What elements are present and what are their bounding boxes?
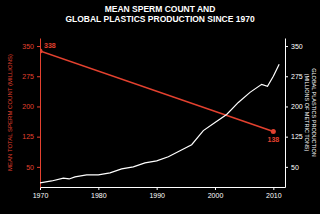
tick-label: 275 xyxy=(22,73,34,80)
line xyxy=(40,51,273,132)
tick-label: 125 xyxy=(291,133,303,140)
tick: 50 xyxy=(26,164,40,171)
tick-mark xyxy=(37,46,40,47)
tick-mark xyxy=(98,187,99,190)
x-axis: 1970 1980 1990 2000 2010 xyxy=(33,187,286,199)
tick: 350 xyxy=(22,43,40,50)
tick-mark xyxy=(157,187,158,190)
tick-label: 2010 xyxy=(266,192,282,199)
tick-label: 50 xyxy=(26,164,34,171)
tick: 125 xyxy=(285,133,303,140)
axis-line xyxy=(41,187,286,188)
y2-axis: 50 125 200 275 350 xyxy=(285,39,303,188)
tick: 350 xyxy=(285,43,303,50)
tick-label: 350 xyxy=(291,43,303,50)
chart: MEAN SPERM COUNT ANDGLOBAL PLASTICS PROD… xyxy=(0,0,320,214)
tick: 2010 xyxy=(266,187,282,199)
tick: 1980 xyxy=(91,187,107,199)
y-axis: 50 125 200 275 350 xyxy=(22,39,40,188)
tick-label: 2000 xyxy=(208,192,224,199)
tick-label: 200 xyxy=(291,103,303,110)
tick-mark xyxy=(273,187,274,190)
tick: 1970 xyxy=(33,187,49,199)
tick-mark xyxy=(37,167,40,168)
plot-area xyxy=(40,48,279,183)
tick: 2000 xyxy=(208,187,224,199)
tick: 1990 xyxy=(149,187,165,199)
axis-line xyxy=(285,39,286,188)
tick-mark xyxy=(285,137,288,138)
tick-label: 350 xyxy=(22,43,34,50)
y2-axis-title: GLOBAL PLASTICS PRODUCTION xyxy=(311,68,317,156)
data-label: 338 xyxy=(44,42,56,49)
tick-mark xyxy=(285,167,288,168)
tick-label: 275 xyxy=(291,73,303,80)
tick-label: 125 xyxy=(22,133,34,140)
tick: 275 xyxy=(22,73,40,80)
tick-label: 1970 xyxy=(33,192,49,199)
marker xyxy=(40,48,43,53)
tick-label: 1980 xyxy=(91,192,107,199)
tick-label: 50 xyxy=(291,164,299,171)
y-axis-title: MEAN TOTAL SPERM COUNT (MILLIONS) xyxy=(7,54,13,171)
data-label: 138 xyxy=(267,136,279,143)
tick-mark xyxy=(37,106,40,107)
y2-axis-title: (MILLIONS OF METRIC TONS) xyxy=(304,74,310,152)
tick: 125 xyxy=(22,133,40,140)
tick: 50 xyxy=(285,164,299,171)
marker xyxy=(271,129,276,134)
tick: 200 xyxy=(285,103,303,110)
tick-label: 200 xyxy=(22,103,34,110)
tick-mark xyxy=(37,137,40,138)
tick-mark xyxy=(285,76,288,77)
tick: 200 xyxy=(22,103,40,110)
line xyxy=(40,64,279,183)
axis-line xyxy=(40,39,41,188)
title: GLOBAL PLASTICS PRODUCTION SINCE 1970 xyxy=(65,14,255,24)
tick-mark xyxy=(215,187,216,190)
tick-label: 1990 xyxy=(149,192,165,199)
tick-mark xyxy=(37,76,40,77)
tick-mark xyxy=(285,46,288,47)
background xyxy=(0,0,320,214)
title: MEAN SPERM COUNT AND xyxy=(105,4,216,14)
tick: 275 xyxy=(285,73,303,80)
tick-mark xyxy=(285,106,288,107)
